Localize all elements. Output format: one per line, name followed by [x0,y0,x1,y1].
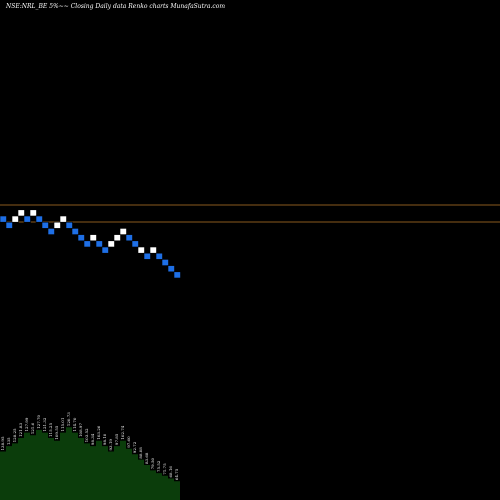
renko-brick-up [107,240,115,248]
brick-value-label: 75.52 [156,460,161,472]
brick-value-label: 97.85 [114,433,119,445]
volume-area-shape [0,427,180,500]
brick-value-label: 64.75 [174,468,179,480]
renko-brick-down [41,221,49,229]
brick-value-label: 103.26 [96,425,101,439]
brick-value-label: 98.34 [90,433,95,445]
renko-brick-down [161,259,169,266]
brick-value-label: 109.55 [54,425,59,439]
renko-brick-down [83,240,91,248]
brick-value-label: 103.52 [84,428,89,442]
renko-brick-down [155,252,163,260]
brick-value-label: 79.50 [150,457,155,469]
renko-brick-down [65,221,73,229]
brick-value-label: 114.70 [72,417,77,431]
brick-value-label: 121.6 [30,422,35,434]
brick-value-label: 135 [6,437,11,445]
renko-brick-down [173,271,181,279]
renko-brick-down [143,252,151,260]
brick-value-label: 102.74 [120,425,125,439]
brick-value-label: 127.99 [24,417,29,431]
renko-brick-down [0,215,7,223]
volume-area [0,427,180,500]
brick-value-label: 108.97 [78,423,83,437]
reference-lines [0,204,500,223]
brick-value-label: 115.25 [48,423,53,437]
renko-bricks [0,209,181,279]
brick-value-label: 98.10 [102,433,107,445]
renko-brick-up [149,246,157,254]
renko-brick-down [167,265,175,273]
brick-value-label: 121.83 [18,423,23,437]
brick-value-label: 115.01 [60,418,65,432]
renko-brick-up [11,215,19,223]
brick-value-label: 88.08 [138,447,143,459]
renko-brick-down [35,215,43,223]
chart-title: NSE:NRL_BE 5%~~ Closing Daily data Renko… [5,3,225,10]
brick-value-label: 127.70 [36,414,41,428]
renko-brick-up [119,228,127,235]
renko-brick-up [137,246,145,254]
renko-brick-down [71,228,79,235]
brick-value-label: 83.68 [144,452,149,464]
brick-value-label: 120.73 [66,412,71,426]
renko-brick-up [53,221,61,229]
renko-brick-up [89,234,97,242]
brick-value-label: 121.32 [42,417,47,431]
brick-labels: 138.95 135 128.25 121.83 127.99 121.6 127.70 12… [0,412,179,480]
brick-value-label: 128.25 [12,428,17,442]
renko-brick-up [113,234,121,242]
brick-value-label: 138.95 [0,436,5,450]
renko-brick-down [5,221,13,229]
renko-brick-up [29,209,37,217]
renko-brick-up [59,215,67,223]
brick-value-label: 68.16 [168,466,173,478]
renko-brick-down [77,234,85,242]
renko-brick-down [95,240,103,248]
brick-value-label: 92.72 [132,441,137,453]
renko-brick-down [125,234,133,242]
renko-brick-down [101,246,109,254]
renko-brick-up [17,209,25,217]
renko-brick-down [47,228,55,235]
brick-value-label: 71.75 [162,463,167,475]
brick-value-label: 93.19 [108,439,113,451]
brick-value-label: 97.60 [126,436,131,448]
renko-brick-down [131,240,139,248]
renko-brick-down [23,215,31,223]
